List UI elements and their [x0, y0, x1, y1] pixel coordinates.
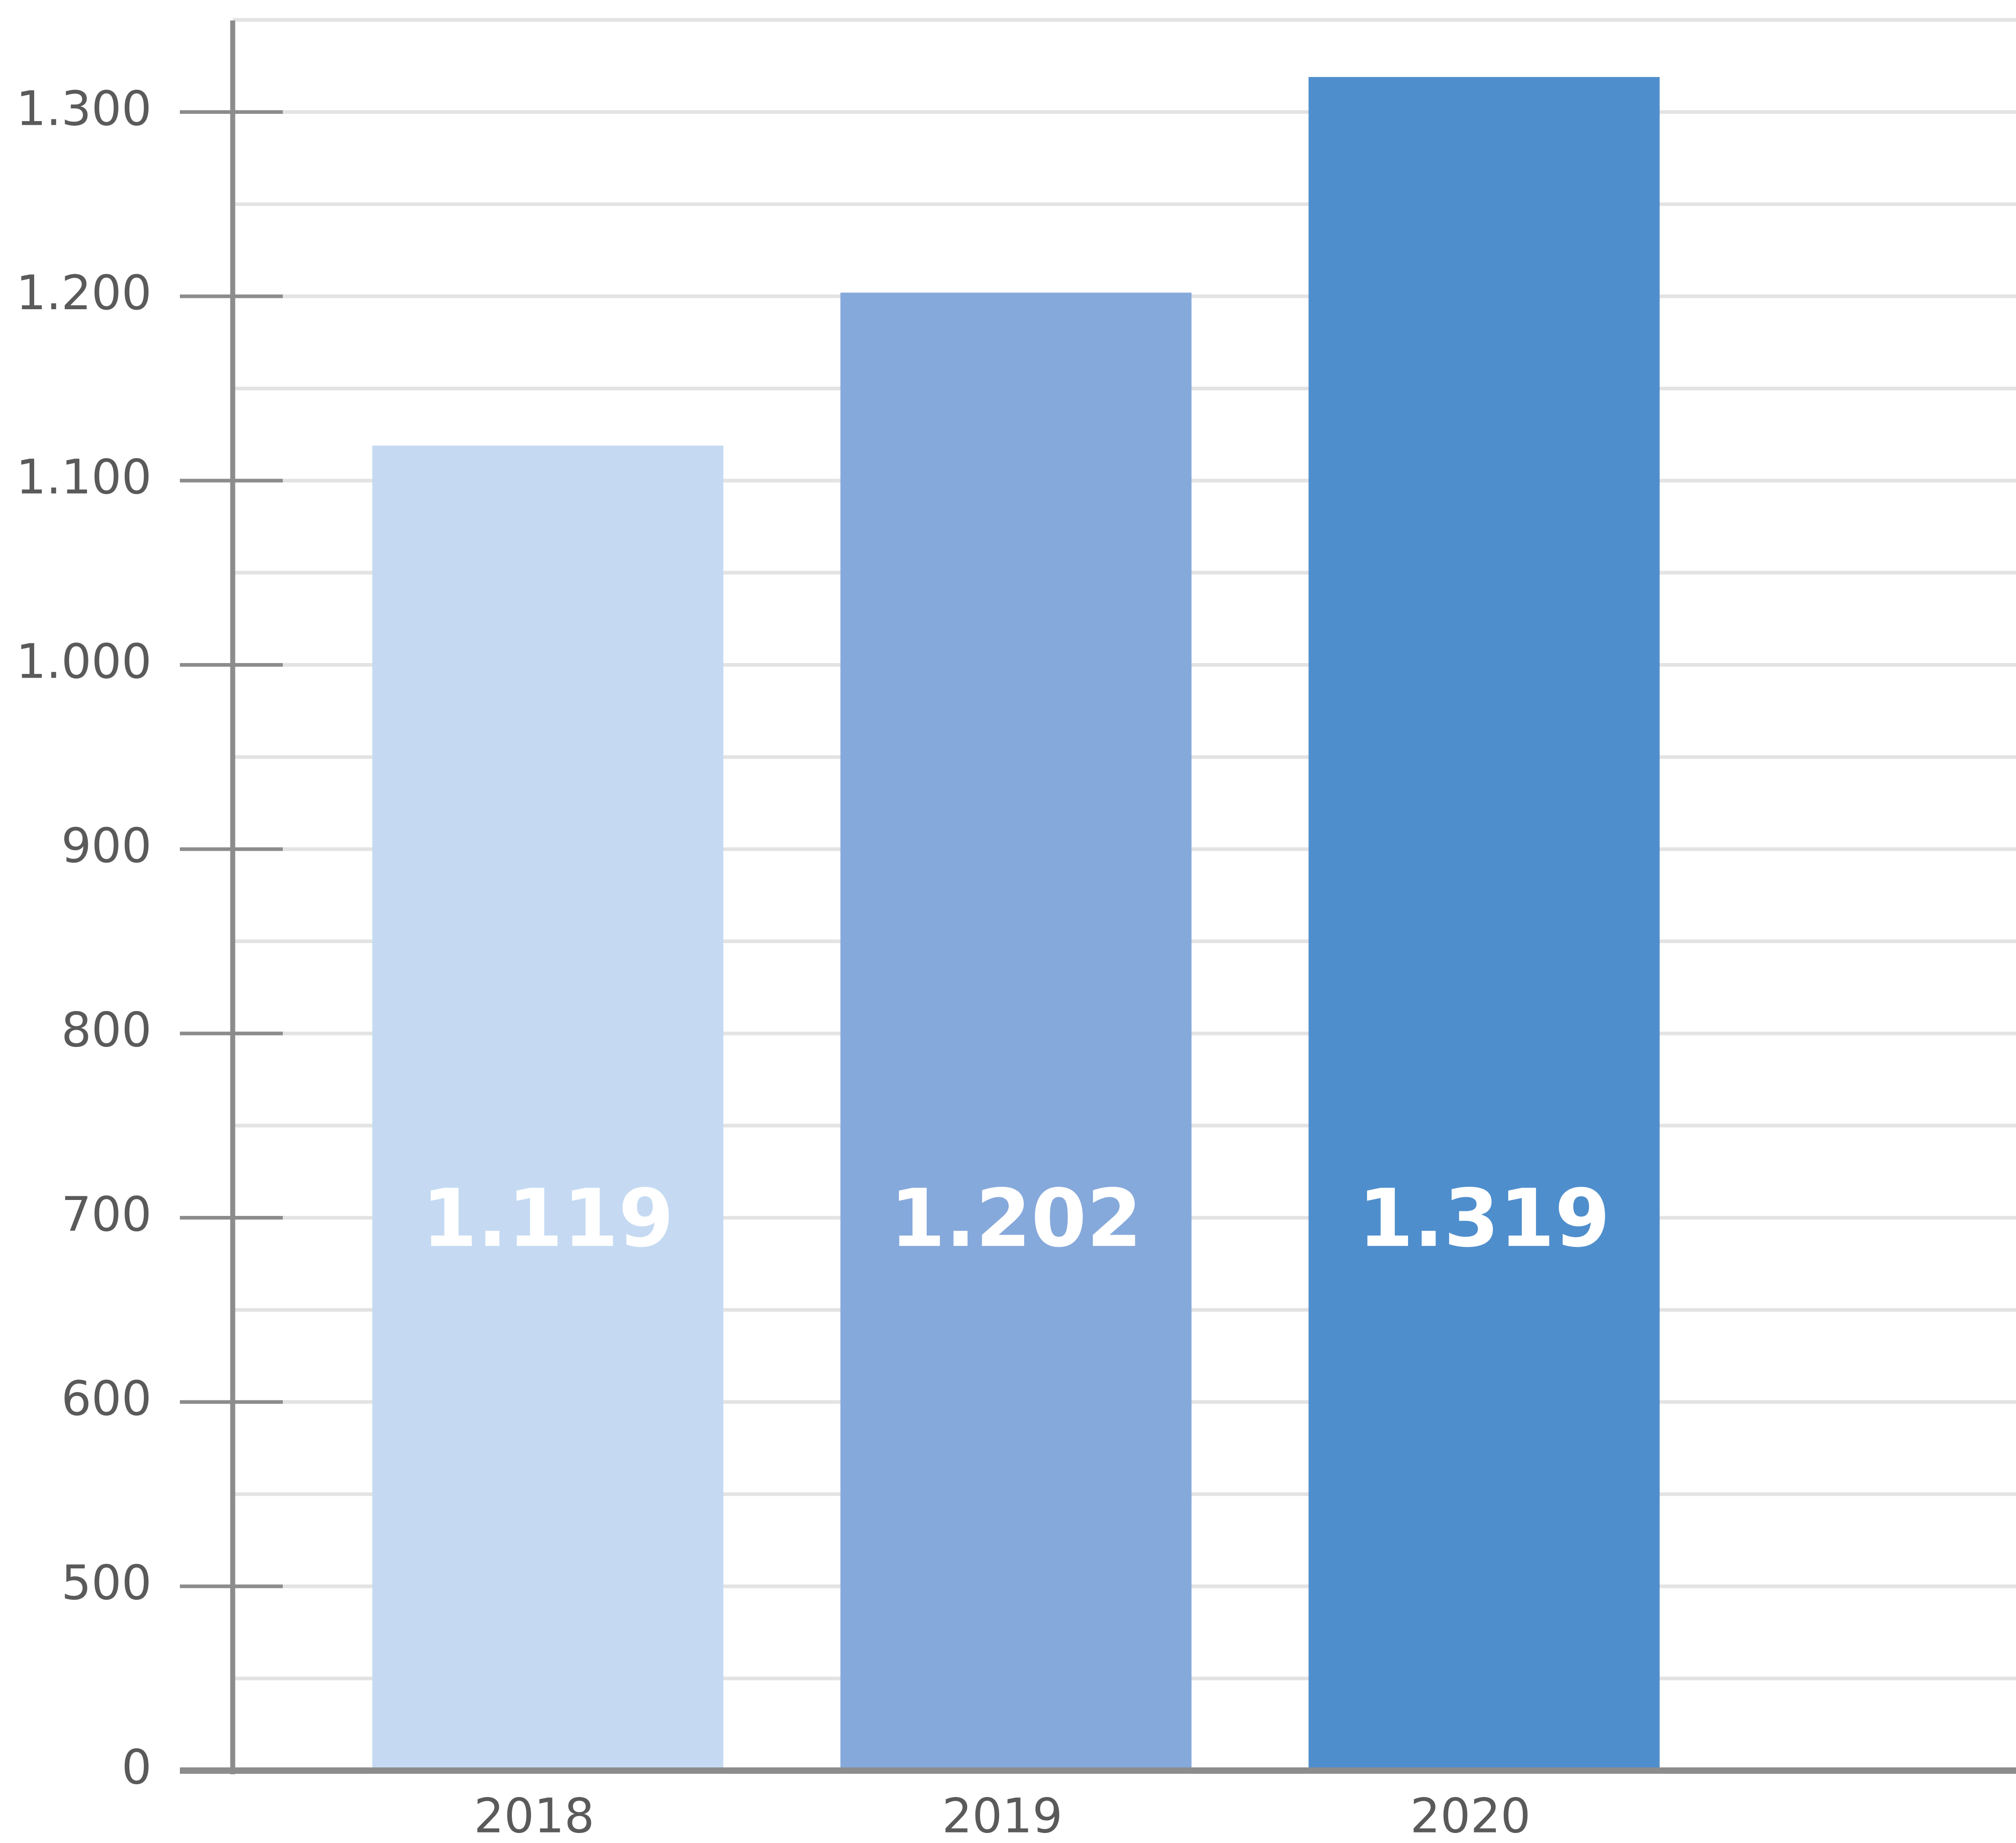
- bar: [840, 292, 1192, 1771]
- bar: [372, 445, 724, 1771]
- y-tick-label: 600: [61, 1371, 152, 1426]
- y-tick-label: 1.200: [16, 265, 152, 321]
- value-label: 1.202: [890, 1173, 1142, 1265]
- x-tick-label: 2018: [474, 1788, 595, 1843]
- y-tick-label: 1.100: [16, 449, 152, 505]
- y-tick-label: 700: [61, 1186, 152, 1242]
- y-tick-label: 900: [61, 818, 152, 873]
- y-tick-label: 800: [61, 1002, 152, 1058]
- value-label: 1.119: [422, 1173, 674, 1265]
- y-tick-label: 0: [122, 1739, 152, 1795]
- x-tick-label: 2020: [1410, 1788, 1531, 1843]
- y-tick-label: 500: [61, 1555, 152, 1611]
- value-label: 1.319: [1358, 1173, 1610, 1265]
- y-tick-label: 1.000: [16, 633, 152, 689]
- x-tick-label: 2019: [942, 1788, 1063, 1843]
- y-tick-label: 1.300: [16, 81, 152, 136]
- bar: [1308, 77, 1660, 1771]
